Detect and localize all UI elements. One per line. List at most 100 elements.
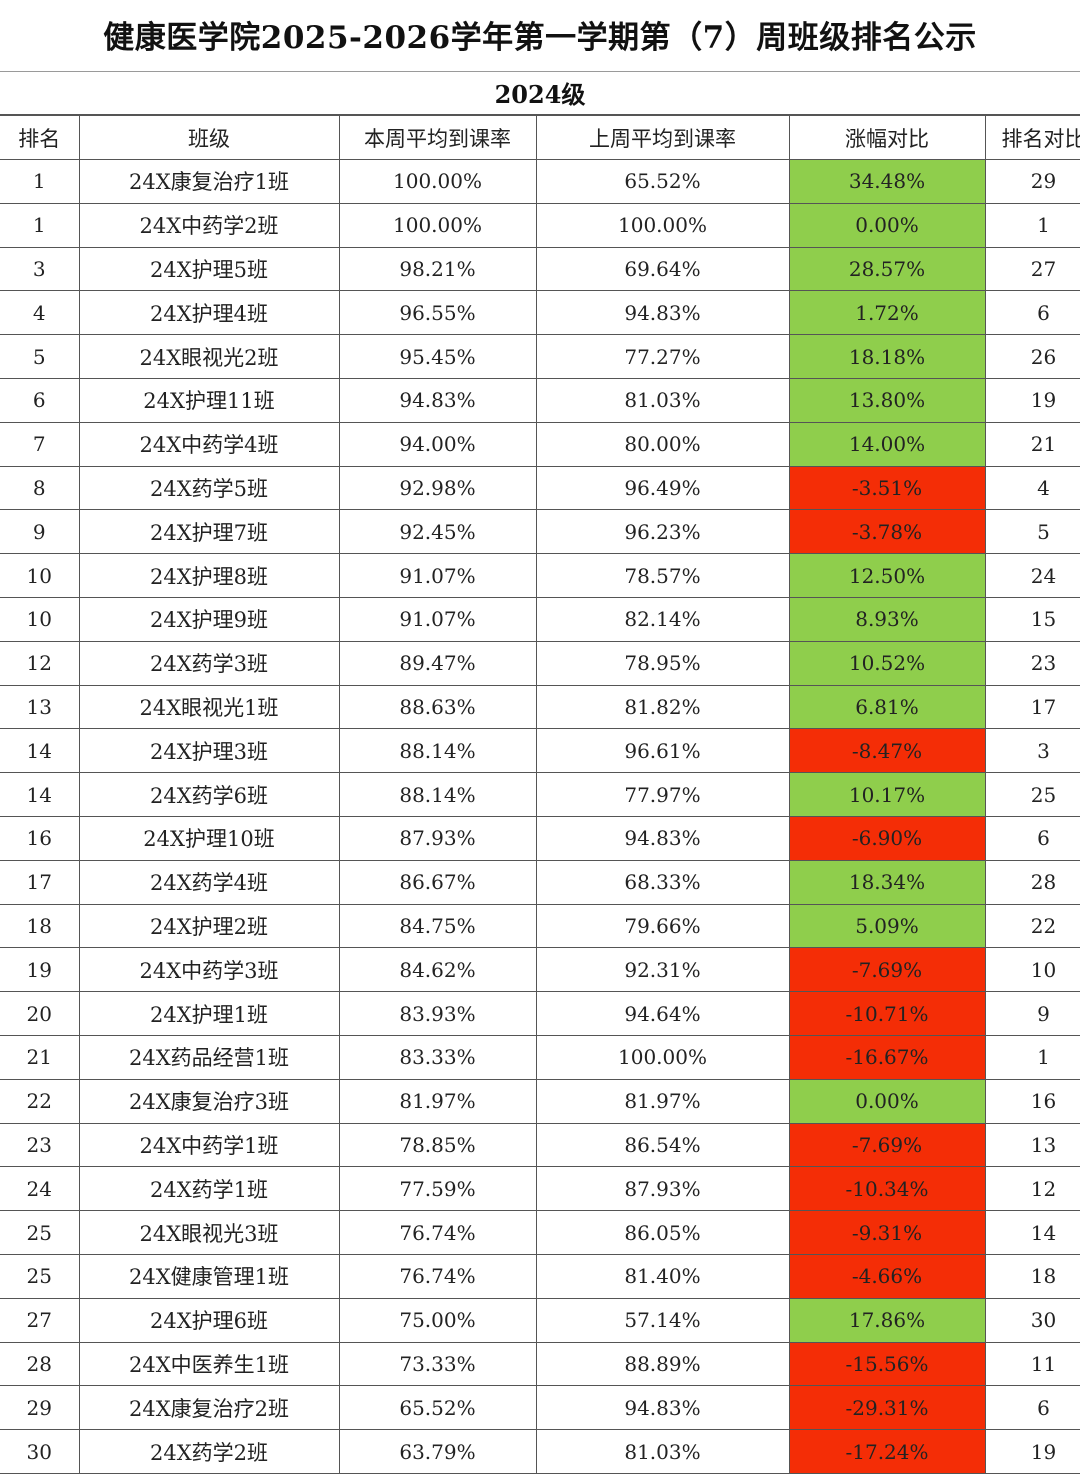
class-name-cell: 24X眼视光3班 <box>78 1210 340 1255</box>
rank-cell: 10 <box>0 553 80 598</box>
change-cell: -9.31% <box>788 1210 986 1255</box>
table-row: 6 24X护理11班 94.83% 81.03% 13.80% 19 <box>0 377 1080 423</box>
table-row: 9 24X护理7班 92.45% 96.23% -3.78% 5 <box>0 509 1080 555</box>
this-week-rate-cell: 84.62% <box>338 947 537 993</box>
last-rank-cell: 12 <box>984 1166 1080 1212</box>
this-week-rate-cell: 65.52% <box>338 1385 537 1431</box>
table-row: 24 24X药学1班 77.59% 87.93% -10.34% 12 <box>0 1166 1080 1212</box>
this-week-rate-cell: 77.59% <box>338 1166 537 1212</box>
ranking-table: 排名 班级 本周平均到课率 上周平均到课率 涨幅对比 排名对比 1 24X康复治疗… <box>0 115 1080 1474</box>
class-name-cell: 24X中药学4班 <box>78 421 340 467</box>
this-week-rate-cell: 94.00% <box>338 421 537 467</box>
last-week-rate-cell: 81.82% <box>535 684 790 730</box>
change-cell: 17.86% <box>788 1297 986 1343</box>
rank-cell: 1 <box>0 202 80 248</box>
this-week-rate-cell: 94.83% <box>338 377 537 423</box>
class-name-cell: 24X护理4班 <box>78 290 340 336</box>
last-week-rate-cell: 94.83% <box>535 815 790 861</box>
class-name-cell: 24X药学2班 <box>78 1429 340 1474</box>
class-name-cell: 24X眼视光2班 <box>78 334 340 379</box>
class-name-cell: 24X药品经营1班 <box>78 1034 340 1080</box>
last-week-rate-cell: 88.89% <box>535 1341 790 1387</box>
change-cell: 6.81% <box>788 684 986 730</box>
last-rank-cell: 21 <box>984 421 1080 467</box>
last-rank-cell: 23 <box>984 640 1080 686</box>
table-row: 3 24X护理5班 98.21% 69.64% 28.57% 27 <box>0 246 1080 292</box>
change-cell: 10.52% <box>788 640 986 686</box>
table-row: 18 24X护理2班 84.75% 79.66% 5.09% 22 <box>0 903 1080 949</box>
last-week-rate-cell: 79.66% <box>535 903 790 949</box>
last-week-rate-cell: 65.52% <box>535 159 790 204</box>
class-name-cell: 24X护理8班 <box>78 553 340 598</box>
this-week-rate-cell: 81.97% <box>338 1078 537 1124</box>
last-rank-cell: 5 <box>984 509 1080 555</box>
change-cell: 0.00% <box>788 202 986 248</box>
class-name-cell: 24X护理6班 <box>78 1297 340 1343</box>
last-rank-cell: 6 <box>984 815 1080 861</box>
last-rank-cell: 1 <box>984 1034 1080 1080</box>
this-week-rate-cell: 78.85% <box>338 1122 537 1168</box>
change-cell: 10.17% <box>788 772 986 817</box>
table-row: 10 24X护理8班 91.07% 78.57% 12.50% 24 <box>0 553 1080 598</box>
rank-cell: 12 <box>0 640 80 686</box>
this-week-rate-cell: 88.14% <box>338 772 537 817</box>
class-name-cell: 24X药学5班 <box>78 465 340 511</box>
table-row: 16 24X护理10班 87.93% 94.83% -6.90% 6 <box>0 815 1080 861</box>
table-row: 14 24X护理3班 88.14% 96.61% -8.47% 3 <box>0 728 1080 774</box>
class-name-cell: 24X护理11班 <box>78 377 340 423</box>
rank-cell: 4 <box>0 290 80 336</box>
last-rank-cell: 19 <box>984 1429 1080 1474</box>
rank-cell: 25 <box>0 1253 80 1299</box>
class-name-cell: 24X药学3班 <box>78 640 340 686</box>
last-week-rate-cell: 100.00% <box>535 1034 790 1080</box>
last-week-rate-cell: 81.03% <box>535 377 790 423</box>
table-row: 20 24X护理1班 83.93% 94.64% -10.71% 9 <box>0 991 1080 1036</box>
rank-cell: 1 <box>0 159 80 204</box>
page-title: 健康医学院2025-2026学年第一学期第（7）周班级排名公示 <box>0 0 1080 72</box>
class-name-cell: 24X康复治疗2班 <box>78 1385 340 1431</box>
table-row: 30 24X药学2班 63.79% 81.03% -17.24% 19 <box>0 1429 1080 1474</box>
change-cell: -3.78% <box>788 509 986 555</box>
class-name-cell: 24X药学6班 <box>78 772 340 817</box>
this-week-rate-cell: 100.00% <box>338 159 537 204</box>
rank-cell: 27 <box>0 1297 80 1343</box>
change-cell: 8.93% <box>788 596 986 642</box>
rank-cell: 14 <box>0 728 80 774</box>
class-name-cell: 24X护理2班 <box>78 903 340 949</box>
rank-cell: 18 <box>0 903 80 949</box>
table-row: 10 24X护理9班 91.07% 82.14% 8.93% 15 <box>0 596 1080 642</box>
last-week-rate-cell: 86.54% <box>535 1122 790 1168</box>
last-week-rate-cell: 94.83% <box>535 290 790 336</box>
last-rank-cell: 28 <box>984 859 1080 905</box>
header-row: 排名 班级 本周平均到课率 上周平均到课率 涨幅对比 排名对比 <box>0 115 1080 160</box>
this-week-rate-cell: 91.07% <box>338 553 537 598</box>
class-name-cell: 24X中药学1班 <box>78 1122 340 1168</box>
last-rank-cell: 30 <box>984 1297 1080 1343</box>
table-row: 17 24X药学4班 86.67% 68.33% 18.34% 28 <box>0 859 1080 905</box>
last-rank-cell: 18 <box>984 1253 1080 1299</box>
this-week-rate-cell: 83.93% <box>338 991 537 1036</box>
change-cell: 28.57% <box>788 246 986 292</box>
table-row: 19 24X中药学3班 84.62% 92.31% -7.69% 10 <box>0 947 1080 993</box>
last-rank-cell: 17 <box>984 684 1080 730</box>
last-rank-cell: 6 <box>984 290 1080 336</box>
rank-cell: 22 <box>0 1078 80 1124</box>
this-week-rate-cell: 84.75% <box>338 903 537 949</box>
table-row: 8 24X药学5班 92.98% 96.49% -3.51% 4 <box>0 465 1080 511</box>
last-week-rate-cell: 77.97% <box>535 772 790 817</box>
rank-cell: 17 <box>0 859 80 905</box>
last-week-rate-cell: 68.33% <box>535 859 790 905</box>
table-row: 27 24X护理6班 75.00% 57.14% 17.86% 30 <box>0 1297 1080 1343</box>
last-week-rate-cell: 94.64% <box>535 991 790 1036</box>
change-cell: -4.66% <box>788 1253 986 1299</box>
table-row: 12 24X药学3班 89.47% 78.95% 10.52% 23 <box>0 640 1080 686</box>
last-rank-cell: 4 <box>984 465 1080 511</box>
change-cell: 14.00% <box>788 421 986 467</box>
last-week-rate-cell: 69.64% <box>535 246 790 292</box>
last-rank-cell: 25 <box>984 772 1080 817</box>
class-name-cell: 24X护理7班 <box>78 509 340 555</box>
rank-cell: 25 <box>0 1210 80 1255</box>
rank-cell: 23 <box>0 1122 80 1168</box>
this-week-rate-cell: 88.14% <box>338 728 537 774</box>
change-cell: -7.69% <box>788 1122 986 1168</box>
